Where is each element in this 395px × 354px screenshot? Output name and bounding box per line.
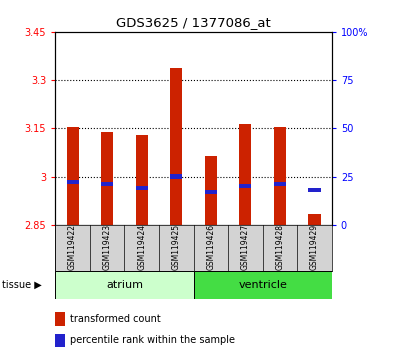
Bar bbox=[274, 127, 286, 225]
Bar bbox=[274, 182, 286, 187]
Bar bbox=[66, 180, 79, 184]
Text: GSM119425: GSM119425 bbox=[172, 224, 181, 270]
Bar bbox=[170, 175, 182, 179]
Text: GSM119427: GSM119427 bbox=[241, 224, 250, 270]
Text: percentile rank within the sample: percentile rank within the sample bbox=[70, 335, 235, 345]
Bar bbox=[101, 132, 113, 225]
Bar bbox=[101, 182, 113, 187]
Bar bbox=[135, 135, 148, 225]
Text: GDS3625 / 1377086_at: GDS3625 / 1377086_at bbox=[116, 16, 271, 29]
Bar bbox=[308, 213, 321, 225]
Text: GSM119422: GSM119422 bbox=[68, 224, 77, 270]
Text: atrium: atrium bbox=[106, 280, 143, 290]
Text: GSM119429: GSM119429 bbox=[310, 224, 319, 270]
Text: GSM119423: GSM119423 bbox=[103, 224, 112, 270]
FancyBboxPatch shape bbox=[55, 271, 194, 299]
Text: GSM119426: GSM119426 bbox=[206, 224, 215, 270]
Bar bbox=[308, 188, 321, 192]
Text: GSM119428: GSM119428 bbox=[275, 224, 284, 270]
Text: tissue ▶: tissue ▶ bbox=[2, 280, 42, 290]
Bar bbox=[205, 190, 217, 194]
Text: GSM119424: GSM119424 bbox=[137, 224, 146, 270]
Bar bbox=[135, 186, 148, 190]
Bar bbox=[66, 127, 79, 225]
Bar bbox=[205, 156, 217, 225]
Text: transformed count: transformed count bbox=[70, 314, 161, 324]
FancyBboxPatch shape bbox=[194, 271, 332, 299]
Bar bbox=[170, 68, 182, 225]
Bar bbox=[239, 124, 252, 225]
Bar bbox=[239, 184, 252, 188]
Text: ventricle: ventricle bbox=[238, 280, 287, 290]
